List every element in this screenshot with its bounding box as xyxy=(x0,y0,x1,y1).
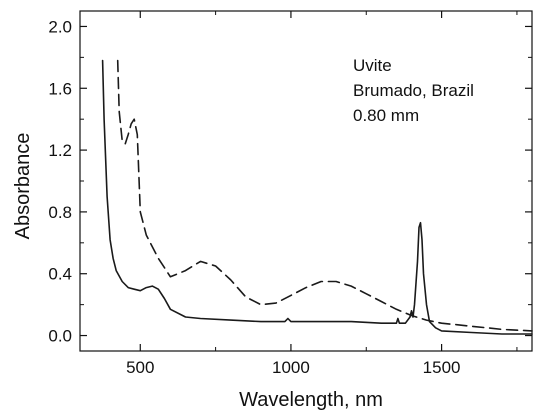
axis-ticks: 0.0 0.4 0.8 1.2 1.6 2.0 500 1000 1500 xyxy=(48,11,532,377)
series-layer xyxy=(101,59,533,335)
x-tick-label: 1000 xyxy=(272,358,310,377)
y-tick-label: 2.0 xyxy=(48,17,72,36)
series-line-dashed xyxy=(116,59,533,332)
annotation-line: Brumado, Brazil xyxy=(353,81,474,100)
series-line-solid xyxy=(101,59,533,335)
x-tick-label: 500 xyxy=(126,358,154,377)
y-tick-label: 1.2 xyxy=(48,141,72,160)
y-tick-label: 0.0 xyxy=(48,327,72,346)
x-tick-label: 1500 xyxy=(423,358,461,377)
x-axis-title: Wavelength, nm xyxy=(239,389,383,411)
plot-frame xyxy=(79,10,533,352)
y-tick-label: 0.4 xyxy=(48,265,72,284)
y-tick-label: 0.8 xyxy=(48,203,72,222)
annotation-line: 0.80 mm xyxy=(353,106,419,125)
y-tick-label: 1.6 xyxy=(48,79,72,98)
y-axis-title: Absorbance xyxy=(12,133,34,240)
annotation-line: Uvite xyxy=(353,56,392,75)
